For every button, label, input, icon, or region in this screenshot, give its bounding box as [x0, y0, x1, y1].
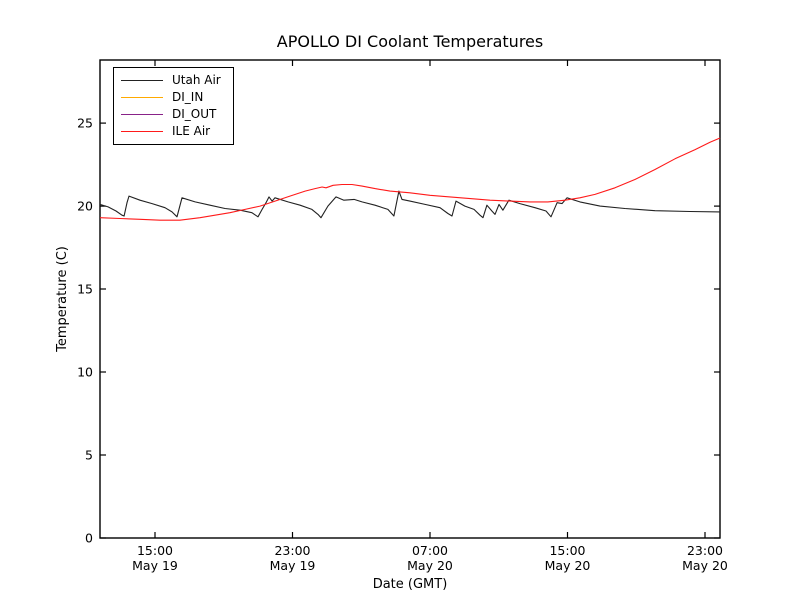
legend-line-sample-di-out: [121, 114, 163, 115]
legend-label-di-in: DI_IN: [172, 90, 204, 104]
x-tick-label-time: 23:00: [274, 543, 310, 558]
series-line-utah-air: [99, 190, 721, 219]
legend-item-utah-air: Utah Air: [121, 72, 227, 89]
x-tick-label-time: 15:00: [549, 543, 585, 558]
x-tick-label-date: May 19: [132, 558, 178, 573]
x-tick-label-date: May 20: [407, 558, 453, 573]
legend: Utah Air DI_IN DI_OUT ILE Air: [113, 67, 234, 145]
x-tick-label-time: 15:00: [137, 543, 173, 558]
x-axis-label: Date (GMT): [373, 577, 448, 592]
y-tick-label: 0: [85, 531, 93, 546]
y-tick-label: 20: [77, 199, 93, 214]
y-tick-label: 5: [85, 448, 93, 463]
x-tick-label-date: May 19: [270, 558, 316, 573]
y-axis-label: Temperature (C): [55, 246, 70, 353]
chart-title: APOLLO DI Coolant Temperatures: [277, 32, 543, 51]
x-tick-label-time: 23:00: [687, 543, 723, 558]
legend-line-sample-ile-air: [121, 131, 163, 132]
legend-label-ile-air: ILE Air: [172, 124, 211, 138]
legend-line-sample-di-in: [121, 97, 163, 98]
legend-item-ile-air: ILE Air: [121, 123, 227, 140]
y-tick-label: 25: [77, 116, 93, 131]
legend-line-sample-utah-air: [121, 80, 163, 81]
legend-item-di-in: DI_IN: [121, 89, 227, 106]
y-tick-label: 10: [77, 365, 93, 380]
series-line-ile-air: [99, 137, 721, 221]
legend-label-utah-air: Utah Air: [172, 73, 221, 87]
x-tick-label-date: May 20: [545, 558, 591, 573]
x-tick-label-date: May 20: [682, 558, 728, 573]
x-tick-label-time: 07:00: [412, 543, 448, 558]
plot-frame: [99, 59, 721, 539]
legend-item-di-out: DI_OUT: [121, 106, 227, 123]
legend-label-di-out: DI_OUT: [172, 107, 217, 121]
y-tick-label: 15: [77, 282, 93, 297]
